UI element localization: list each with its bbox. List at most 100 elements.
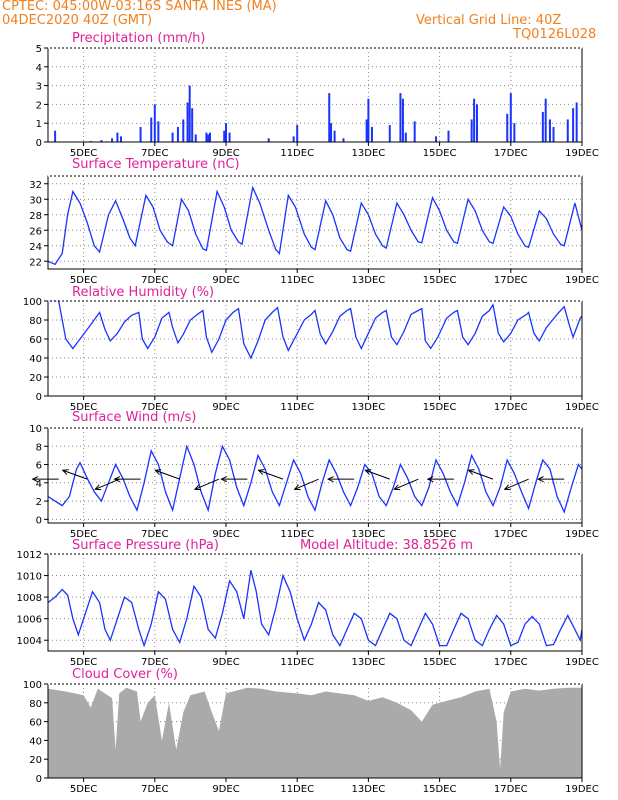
plot-frame	[47, 683, 583, 779]
precip-bar	[188, 85, 191, 142]
wind-arrowhead	[327, 476, 334, 483]
wind-arrowhead	[193, 484, 201, 491]
y-tick-label: 1	[36, 119, 42, 130]
wind-arrowhead	[31, 476, 39, 483]
precip-bar	[370, 126, 373, 142]
wind-arrow	[294, 478, 319, 490]
precip-bar	[404, 132, 407, 142]
precip-bar	[194, 134, 197, 142]
wind-arrow	[62, 469, 88, 480]
precip-bar	[292, 136, 295, 142]
precip-bar	[186, 102, 189, 142]
precip-bar	[182, 119, 185, 142]
wind-arrowhead	[154, 469, 162, 475]
precip-bar	[506, 113, 509, 142]
x-tick-label: 13DEC	[352, 784, 386, 795]
x-tick-label: 17DEC	[494, 784, 528, 795]
precip-bar	[171, 132, 174, 142]
x-tick-label: 7DEC	[141, 784, 168, 795]
wind-arrowhead	[113, 476, 121, 483]
y-tick-label: 2	[36, 100, 42, 111]
precip-bar	[548, 119, 551, 142]
station-title: CPTEC: 045:00W-03:16S SANTA INES (MA)	[2, 0, 277, 14]
precip-bar	[116, 132, 119, 142]
precip-bar	[191, 108, 194, 142]
precip-bar	[139, 126, 142, 142]
precip-bar	[447, 130, 450, 142]
x-tick-label: 9DEC	[212, 275, 239, 286]
y-tick-label: 30	[29, 195, 42, 206]
y-tick-label: 20	[29, 755, 42, 766]
x-tick-label: 11DEC	[280, 657, 314, 668]
panel-title: Surface Wind (m/s)	[72, 410, 196, 425]
y-tick-label: 0	[36, 392, 42, 403]
precip-bar	[207, 134, 210, 142]
precip-bar	[100, 140, 103, 142]
precip-bar	[365, 119, 368, 142]
x-tick-label: 9DEC	[212, 657, 239, 668]
precip-bar	[153, 104, 156, 142]
x-tick-label: 19DEC	[565, 275, 599, 286]
precip-bar	[401, 98, 404, 142]
precip-bar	[572, 108, 575, 142]
precip-bar	[208, 132, 211, 142]
x-tick-label: 11DEC	[280, 402, 314, 413]
x-tick-label: 17DEC	[494, 275, 528, 286]
x-tick-label: 13DEC	[352, 402, 386, 413]
x-tick-label: 15DEC	[423, 784, 457, 795]
x-tick-label: 9DEC	[212, 529, 239, 540]
x-tick-label: 9DEC	[212, 148, 239, 159]
y-tick-label: 80	[29, 699, 42, 710]
x-tick-label: 5DEC	[70, 402, 97, 413]
wind-arrowhead	[293, 484, 301, 491]
x-tick-label: 17DEC	[494, 657, 528, 668]
y-tick-label: 26	[29, 226, 42, 237]
x-tick-label: 19DEC	[565, 529, 599, 540]
precip-bar	[333, 130, 336, 142]
x-tick-label: 19DEC	[565, 657, 599, 668]
model-name: TQ0126L028	[513, 27, 597, 42]
x-tick-label: 15DEC	[423, 275, 457, 286]
precip-bar	[367, 98, 370, 142]
y-tick-label: 60	[29, 335, 42, 346]
precip-bar	[205, 132, 208, 142]
vertical-grid-note: Vertical Grid Line: 40Z	[416, 13, 562, 28]
y-tick-label: 1008	[17, 593, 42, 604]
precip-bar	[228, 132, 231, 142]
wind-arrow	[258, 469, 284, 480]
y-tick-label: 24	[29, 242, 42, 253]
precip-bar	[544, 98, 547, 142]
y-tick-label: 1004	[17, 636, 42, 647]
x-tick-label: 7DEC	[141, 529, 168, 540]
y-tick-label: 0	[36, 515, 42, 526]
run-date: 04DEC2020 40Z (GMT)	[2, 13, 153, 28]
y-tick-label: 6	[36, 461, 42, 472]
y-tick-label: 100	[23, 680, 42, 691]
wind-arrowhead	[364, 469, 372, 475]
x-tick-label: 5DEC	[70, 275, 97, 286]
y-tick-label: 40	[29, 354, 42, 365]
y-tick-label: 22	[29, 257, 42, 268]
y-tick-label: 20	[29, 373, 42, 384]
precip-bar	[399, 93, 402, 142]
x-tick-label: 5DEC	[70, 657, 97, 668]
plot-frame	[47, 300, 583, 397]
y-tick-label: 3	[36, 82, 42, 93]
x-tick-label: 19DEC	[565, 784, 599, 795]
y-tick-label: 28	[29, 211, 42, 222]
y-tick-label: 100	[23, 297, 42, 308]
wind-arrow	[155, 469, 180, 480]
precip-bar	[157, 121, 160, 142]
precip-bar	[150, 117, 153, 142]
wind-arrowhead	[426, 476, 434, 483]
precip-bar	[566, 119, 569, 142]
panel-title: Surface Temperature (nC)	[72, 157, 240, 172]
wind-arrowhead	[220, 476, 227, 483]
panel-title: Surface Pressure (hPa)	[72, 538, 219, 553]
precip-bar	[111, 138, 114, 142]
y-tick-label: 1010	[17, 572, 42, 583]
y-tick-label: 60	[29, 718, 42, 729]
x-tick-label: 9DEC	[212, 784, 239, 795]
wind-arrowhead	[94, 484, 102, 491]
wind-arrowhead	[61, 469, 69, 475]
